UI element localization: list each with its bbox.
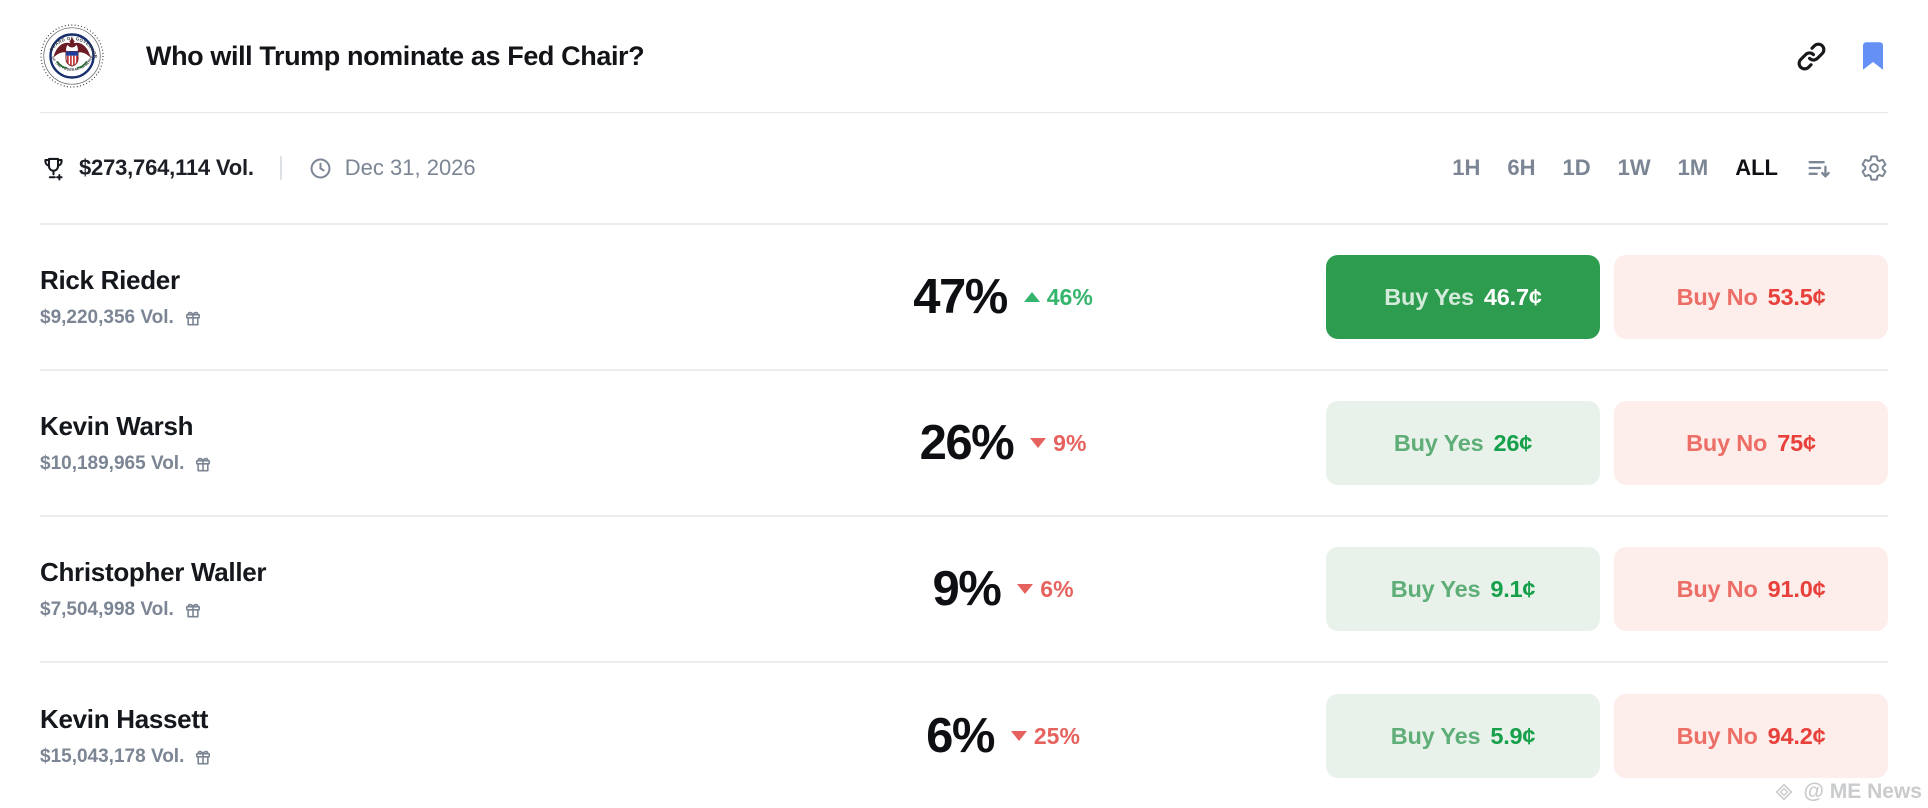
chance-delta: 46%: [1023, 284, 1093, 311]
outcome-row-christopher-waller: Christopher Waller $7,504,998 Vol. 9% 6%…: [40, 517, 1888, 663]
trend-icon: [1010, 731, 1027, 741]
outcome-row-kevin-warsh: Kevin Warsh $10,189,965 Vol. 26% 9% Buy …: [40, 371, 1888, 517]
trade-buttons: Buy Yes 46.7¢ Buy No 53.5¢: [1326, 255, 1888, 339]
stats-bar: $273,764,114 Vol. Dec 31, 2026 1H 6H 1D …: [40, 113, 1888, 225]
federal-reserve-seal-logo: BOARD OF GOVERNORS OF THE FEDERAL RESERV…: [40, 24, 104, 88]
timeframe-1m[interactable]: 1M: [1677, 155, 1709, 180]
bookmark-icon: [1863, 42, 1883, 70]
gift-icon[interactable]: [193, 747, 213, 767]
chance-value: 26%: [919, 416, 1015, 470]
chance-delta: 25%: [1010, 723, 1080, 750]
buy-no-button[interactable]: Buy No 53.5¢: [1614, 255, 1888, 339]
outcome-volume: $15,043,178 Vol.: [40, 746, 185, 767]
chance-delta: 6%: [1017, 576, 1074, 603]
eagle-graphic: [53, 42, 91, 58]
outcome-volume: $10,189,965 Vol.: [40, 453, 185, 474]
market-header: BOARD OF GOVERNORS OF THE FEDERAL RESERV…: [40, 0, 1888, 113]
sort-button[interactable]: [1805, 154, 1833, 182]
buy-no-button[interactable]: Buy No 94.2¢: [1614, 694, 1888, 778]
trade-buttons: Buy Yes 5.9¢ Buy No 94.2¢: [1326, 694, 1888, 778]
buy-yes-button[interactable]: Buy Yes 9.1¢: [1326, 547, 1600, 631]
buy-yes-button[interactable]: Buy Yes 5.9¢: [1326, 694, 1600, 778]
chance-block: 47% 46%: [793, 269, 1213, 325]
chart-controls: 1H 6H 1D 1W 1M ALL: [1452, 154, 1888, 182]
outcome-volume: $7,504,998 Vol.: [40, 599, 174, 620]
clock-icon: [310, 158, 331, 178]
timeframe-6h[interactable]: 6H: [1507, 155, 1536, 180]
chance-block: 26% 9%: [793, 415, 1213, 471]
trend-icon: [1030, 438, 1047, 448]
buy-yes-button[interactable]: Buy Yes 26¢: [1326, 401, 1600, 485]
timeframe-1d[interactable]: 1D: [1562, 155, 1591, 180]
chance-delta: 9%: [1030, 430, 1086, 457]
settings-button[interactable]: [1860, 154, 1888, 182]
buy-no-button[interactable]: Buy No 75¢: [1614, 401, 1888, 485]
gift-icon[interactable]: [193, 454, 213, 474]
chance-value: 47%: [913, 270, 1008, 324]
timeframe-all[interactable]: ALL: [1735, 155, 1778, 180]
timeframe-1h[interactable]: 1H: [1452, 155, 1481, 180]
gift-icon[interactable]: [183, 308, 203, 328]
end-date: Dec 31, 2026: [344, 155, 476, 180]
sort-descending-icon: [1808, 161, 1830, 178]
link-icon: [1797, 42, 1826, 70]
outcome-name[interactable]: Christopher Waller: [40, 557, 267, 587]
chance-block: 6% 25%: [793, 708, 1213, 764]
watermark-text: @ ME News: [1803, 780, 1922, 803]
header-actions: [1795, 39, 1888, 73]
gift-icon[interactable]: [183, 600, 203, 620]
timeframe-1w[interactable]: 1W: [1617, 155, 1651, 180]
trade-buttons: Buy Yes 9.1¢ Buy No 91.0¢: [1326, 547, 1888, 631]
copy-link-button[interactable]: [1795, 40, 1828, 73]
chance-value: 6%: [926, 709, 995, 763]
outcome-name[interactable]: Kevin Warsh: [40, 411, 194, 441]
outcome-row-kevin-hassett: Kevin Hassett $15,043,178 Vol. 6% 25% Bu…: [40, 663, 1888, 808]
stats-divider: [279, 156, 282, 180]
buy-no-button[interactable]: Buy No 91.0¢: [1614, 547, 1888, 631]
outcome-volume: $9,220,356 Vol.: [40, 307, 174, 328]
chance-value: 9%: [932, 562, 1001, 616]
trade-buttons: Buy Yes 26¢ Buy No 75¢: [1326, 401, 1888, 485]
trend-icon: [1017, 584, 1034, 594]
outcome-name[interactable]: Kevin Hassett: [40, 704, 209, 734]
trophy-icon: [44, 157, 63, 181]
outcome-list: Rick Rieder $9,220,356 Vol. 47% 46% Buy …: [40, 225, 1888, 808]
gear-icon: [1861, 155, 1887, 181]
page-title: Who will Trump nominate as Fed Chair?: [146, 40, 645, 71]
watermark: @ ME News: [1772, 780, 1922, 804]
diamond-logo-icon: [1775, 783, 1793, 801]
buy-yes-button[interactable]: Buy Yes 46.7¢: [1326, 255, 1600, 339]
outcome-row-rick-rieder: Rick Rieder $9,220,356 Vol. 47% 46% Buy …: [40, 225, 1888, 371]
outcome-name[interactable]: Rick Rieder: [40, 265, 180, 295]
stats-left: $273,764,114 Vol. Dec 31, 2026: [40, 155, 476, 182]
trend-icon: [1023, 292, 1040, 302]
bookmark-button[interactable]: [1858, 39, 1888, 73]
total-volume: $273,764,114 Vol.: [79, 155, 254, 180]
chance-block: 9% 6%: [793, 561, 1213, 617]
